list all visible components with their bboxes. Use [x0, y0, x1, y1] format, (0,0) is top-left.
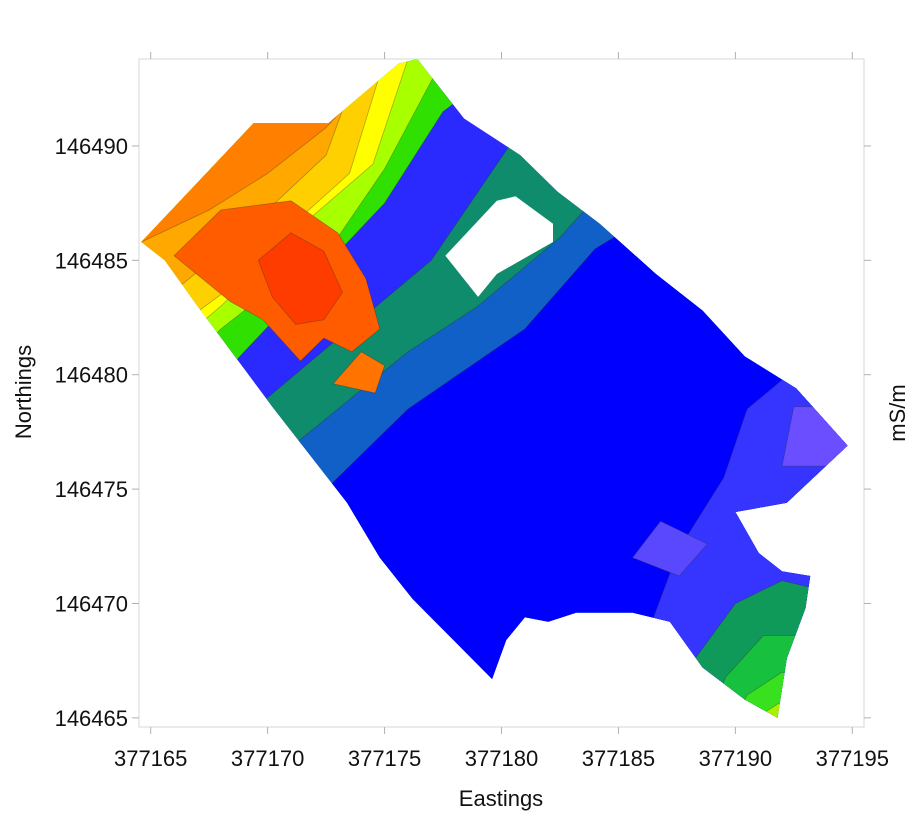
- x-axis: 377165 377170 377175 377180 377185 377190 3771…: [114, 52, 889, 771]
- y-tick-label: 146475: [55, 477, 128, 502]
- x-tick-label: 377195: [816, 746, 889, 771]
- colorbar-label: mS/m: [885, 384, 910, 441]
- no-data-region: [445, 196, 553, 297]
- x-axis-title: Eastings: [459, 786, 543, 811]
- contour-band-17: [257, 232, 343, 325]
- x-tick-label: 377185: [582, 746, 655, 771]
- y-tick-label: 146480: [55, 363, 128, 388]
- contour-band-5: [631, 520, 708, 577]
- y-tick-label: 146465: [55, 706, 128, 731]
- contour-band-4: [781, 406, 848, 467]
- x-tick-label: 377175: [348, 746, 421, 771]
- y-tick-label: 146470: [55, 591, 128, 616]
- y-tick-label: 146485: [55, 248, 128, 273]
- y-tick-label: 146490: [55, 134, 128, 159]
- y-axis-title: Northings: [11, 345, 36, 439]
- x-tick-label: 377165: [114, 746, 187, 771]
- x-tick-label: 377190: [699, 746, 772, 771]
- x-tick-label: 377180: [465, 746, 538, 771]
- x-tick-label: 377170: [231, 746, 304, 771]
- contour-band-18: [332, 351, 386, 394]
- y-axis: 146465 146470 146475 146480 146485 146490: [55, 134, 871, 731]
